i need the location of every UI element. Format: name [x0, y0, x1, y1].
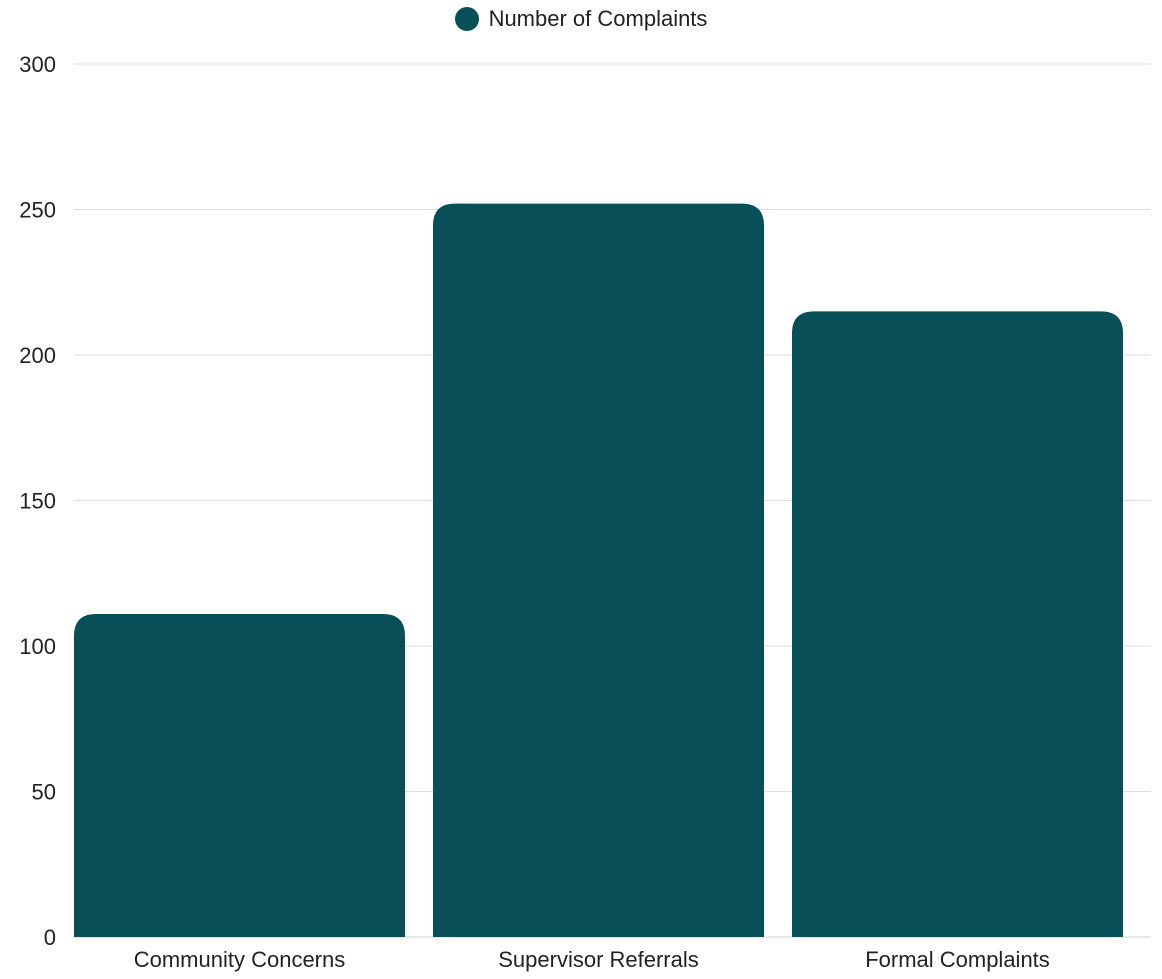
- bar-supervisor-referrals: [433, 203, 764, 937]
- chart-legend: Number of Complaints: [0, 6, 1162, 32]
- y-tick-label-300: 300: [19, 52, 56, 77]
- y-tick-label-0: 0: [44, 925, 56, 950]
- bar-formal-complaints: [792, 311, 1123, 938]
- x-tick-label-supervisor-referrals: Supervisor Referrals: [498, 947, 699, 972]
- x-tick-label-community-concerns: Community Concerns: [134, 947, 346, 972]
- y-tick-label-100: 100: [19, 634, 56, 659]
- y-tick-label-150: 150: [19, 489, 56, 514]
- y-tick-label-200: 200: [19, 343, 56, 368]
- x-tick-label-formal-complaints: Formal Complaints: [865, 947, 1050, 972]
- legend-swatch: [454, 7, 479, 31]
- y-tick-label-50: 50: [32, 780, 56, 805]
- y-tick-label-250: 250: [19, 198, 56, 223]
- bar-community-concerns: [74, 613, 405, 937]
- legend-label: Number of Complaints: [488, 6, 708, 31]
